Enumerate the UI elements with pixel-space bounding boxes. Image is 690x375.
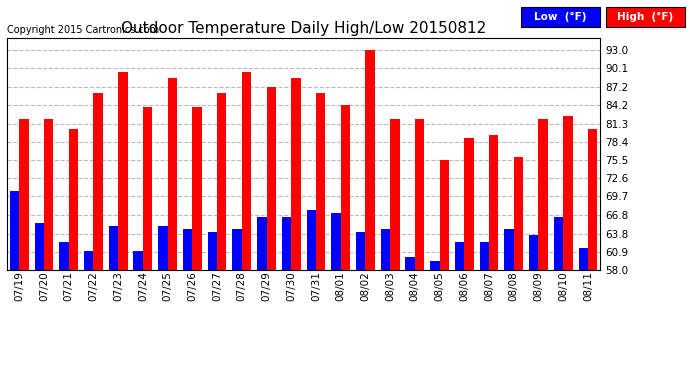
Bar	[306, 210, 316, 270]
Bar	[563, 116, 573, 270]
Bar	[168, 78, 177, 270]
Bar	[578, 248, 588, 270]
Bar	[430, 261, 440, 270]
Bar	[193, 106, 201, 270]
Title: Outdoor Temperature Daily High/Low 20150812: Outdoor Temperature Daily High/Low 20150…	[121, 21, 486, 36]
Bar	[257, 217, 266, 270]
Bar	[241, 72, 251, 270]
Bar	[19, 119, 29, 270]
Bar	[464, 138, 474, 270]
Bar	[109, 226, 118, 270]
Bar	[59, 242, 69, 270]
Bar	[158, 226, 168, 270]
Bar	[93, 93, 103, 270]
Bar	[366, 50, 375, 270]
Bar	[489, 135, 498, 270]
Bar	[217, 93, 226, 270]
Bar	[69, 129, 78, 270]
Text: High  (°F): High (°F)	[618, 12, 673, 22]
Bar	[316, 93, 326, 270]
Bar	[406, 257, 415, 270]
Bar	[84, 251, 93, 270]
Bar	[440, 160, 449, 270]
Bar	[381, 229, 390, 270]
Bar	[415, 119, 424, 270]
Bar	[341, 105, 350, 270]
Bar	[480, 242, 489, 270]
Bar	[208, 232, 217, 270]
Bar	[10, 192, 19, 270]
Text: Low  (°F): Low (°F)	[534, 12, 587, 22]
Bar	[44, 119, 53, 270]
Bar	[538, 119, 548, 270]
Bar	[266, 87, 276, 270]
Bar	[390, 119, 400, 270]
Bar	[554, 217, 563, 270]
Bar	[331, 213, 341, 270]
Bar	[233, 229, 241, 270]
Bar	[133, 251, 143, 270]
Bar	[118, 72, 128, 270]
Bar	[143, 106, 152, 270]
Bar	[588, 129, 598, 270]
Bar	[455, 242, 464, 270]
Bar	[282, 217, 291, 270]
Bar	[183, 229, 193, 270]
Bar	[34, 223, 44, 270]
Bar	[504, 229, 514, 270]
Bar	[356, 232, 366, 270]
Text: Copyright 2015 Cartronics.com: Copyright 2015 Cartronics.com	[7, 25, 159, 35]
Bar	[291, 78, 301, 270]
Bar	[529, 236, 538, 270]
Bar	[514, 157, 523, 270]
